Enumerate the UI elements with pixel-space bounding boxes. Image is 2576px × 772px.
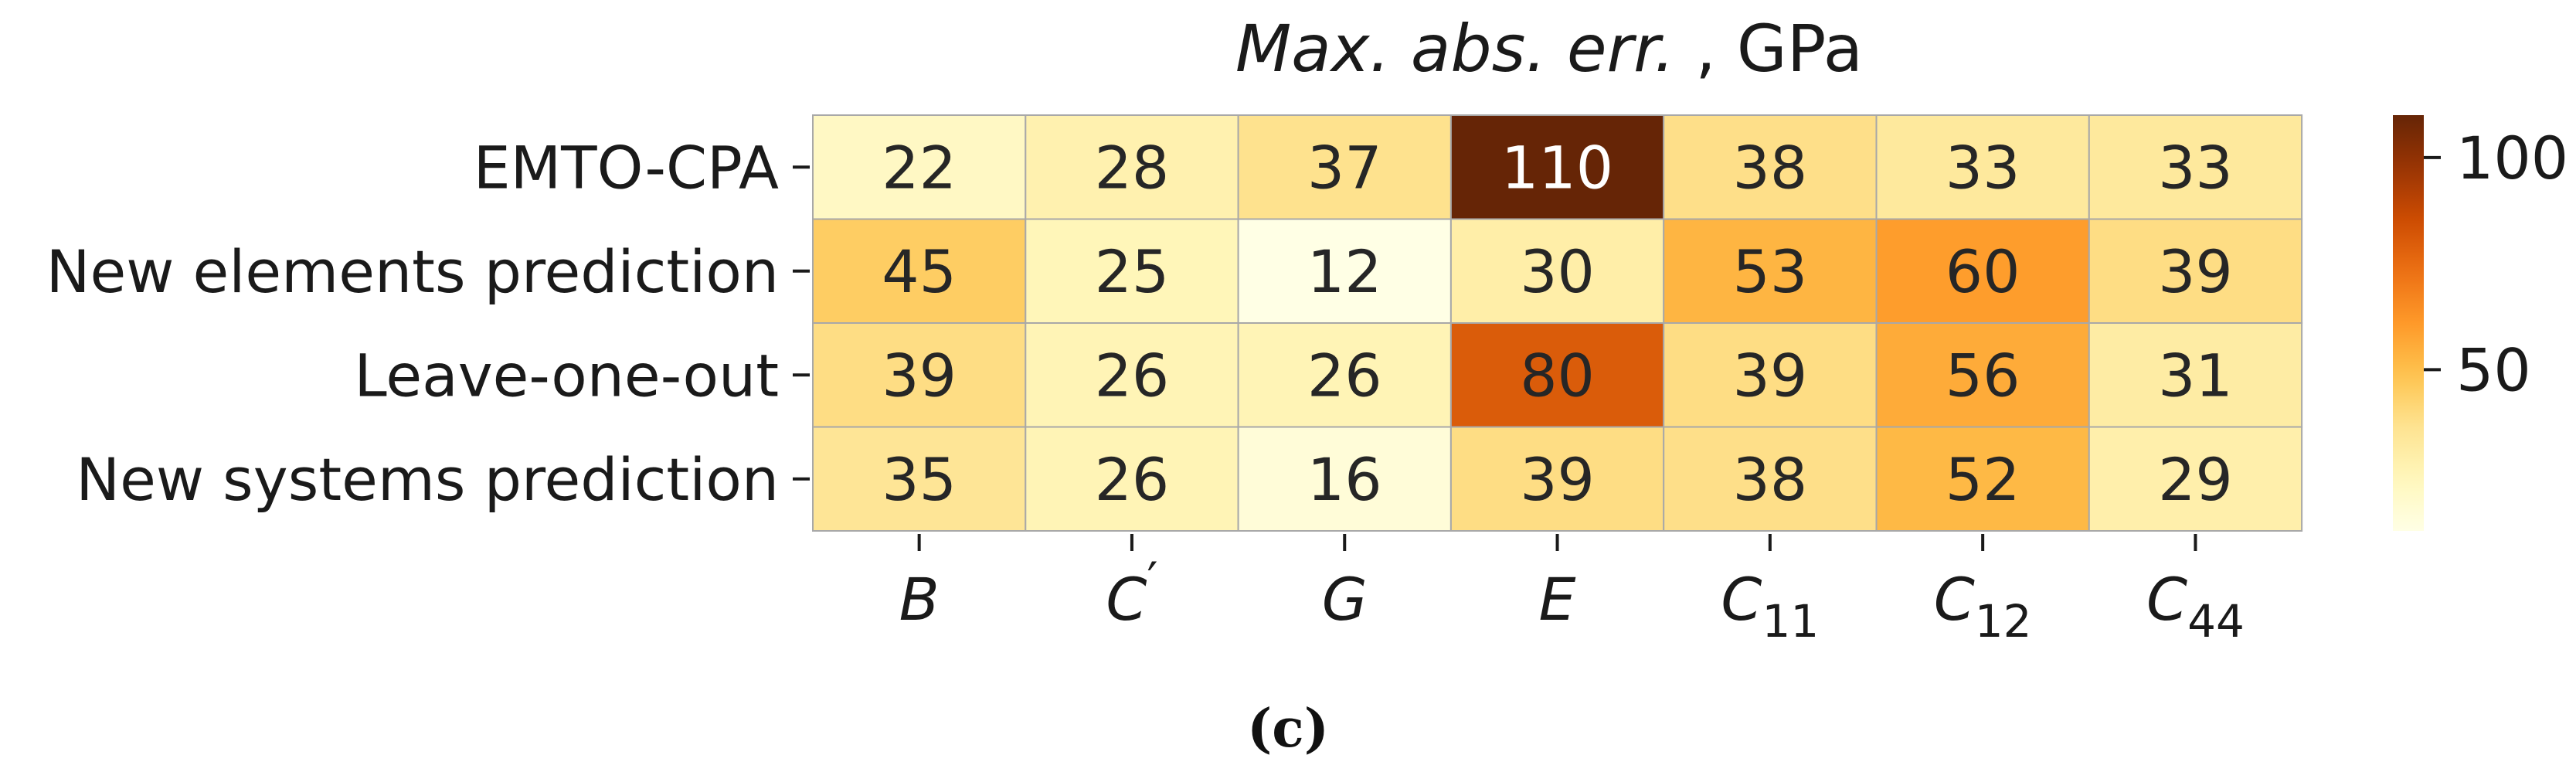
heatmap-cell bbox=[2088, 322, 2303, 428]
row-label: New elements prediction bbox=[46, 237, 779, 306]
heatmap-cell bbox=[1025, 322, 1239, 428]
cell-value: 37 bbox=[1307, 133, 1382, 202]
cell-value: 26 bbox=[1307, 341, 1382, 410]
column-label: C44 bbox=[2146, 565, 2245, 648]
cell-value: 39 bbox=[1732, 341, 1807, 410]
heatmap-cell bbox=[812, 114, 1027, 220]
cell-value: 38 bbox=[1732, 133, 1807, 202]
cell-value: 53 bbox=[1732, 237, 1807, 306]
cell-value: 33 bbox=[1946, 133, 2020, 202]
cell-value: 25 bbox=[1095, 237, 1170, 306]
heatmap-cell bbox=[1875, 322, 2090, 428]
heatmap-cells: 22 28 37 110 38 33 33 45 25 12 30 53 60 39 39 26 26 80 39 5… bbox=[812, 114, 2303, 532]
heatmap-cell bbox=[1663, 322, 1878, 428]
heatmap-cell bbox=[1025, 426, 1239, 532]
colorbar-tick-label: 100 bbox=[2456, 124, 2568, 192]
cell-value: 22 bbox=[882, 133, 957, 202]
cell-value: 39 bbox=[2158, 237, 2233, 306]
column-label: C11 bbox=[1721, 565, 1819, 648]
column-label: E bbox=[1539, 565, 1576, 634]
column-labels: B C′ G E C11 C12 C44 bbox=[899, 534, 2245, 648]
cell-value: 26 bbox=[1095, 445, 1170, 514]
cell-value: 29 bbox=[2158, 445, 2233, 514]
row-label: New systems prediction bbox=[76, 445, 779, 514]
figure-caption: (c) bbox=[1247, 698, 1329, 760]
heatmap-cell bbox=[2088, 426, 2303, 532]
cell-value: 80 bbox=[1520, 341, 1595, 410]
cell-value: 16 bbox=[1307, 445, 1382, 514]
cell-value: 60 bbox=[1946, 237, 2020, 306]
row-label: Leave-one-out bbox=[354, 341, 779, 410]
heatmap-cell bbox=[1449, 322, 1665, 428]
cell-value: 39 bbox=[882, 341, 957, 410]
cell-value: 30 bbox=[1520, 237, 1595, 306]
cell-value: 28 bbox=[1095, 133, 1170, 202]
column-label: C′ bbox=[1106, 552, 1157, 634]
heatmap-cell bbox=[812, 218, 1027, 324]
cell-value: 52 bbox=[1946, 445, 2020, 514]
cell-value: 12 bbox=[1307, 237, 1382, 306]
heatmap-cell bbox=[1237, 218, 1452, 324]
cell-value: 33 bbox=[2158, 133, 2233, 202]
cell-value: 39 bbox=[1520, 445, 1595, 514]
colorbar-gradient bbox=[2393, 115, 2424, 531]
column-label: C12 bbox=[1934, 565, 2032, 648]
heatmap-cell bbox=[2088, 218, 2303, 324]
cell-value: 110 bbox=[1501, 133, 1613, 202]
cell-value: 45 bbox=[882, 237, 957, 306]
cell-value: 31 bbox=[2158, 341, 2233, 410]
chart-title: Max. abs. err. , GPa bbox=[1235, 11, 1863, 87]
heatmap-cell bbox=[1663, 114, 1878, 220]
column-label: B bbox=[899, 565, 940, 634]
row-label: EMTO-CPA bbox=[474, 133, 779, 202]
heatmap-cell bbox=[812, 322, 1027, 428]
cell-value: 56 bbox=[1946, 341, 2020, 410]
colorbar: 50 100 bbox=[2393, 115, 2568, 531]
colorbar-tick-label: 50 bbox=[2456, 335, 2531, 404]
heatmap-cell bbox=[1449, 114, 1665, 220]
heatmap-cell bbox=[1663, 218, 1878, 324]
heatmap-cell bbox=[1237, 322, 1452, 428]
cell-value: 35 bbox=[882, 445, 957, 514]
cell-value: 26 bbox=[1095, 341, 1170, 410]
heatmap-cell bbox=[1875, 218, 2090, 324]
heatmap-cell bbox=[1449, 426, 1665, 532]
heatmap-cell bbox=[1875, 426, 2090, 532]
heatmap-cell bbox=[1025, 114, 1239, 220]
cell-value: 38 bbox=[1732, 445, 1807, 514]
heatmap-cell bbox=[1875, 114, 2090, 220]
heatmap-cell bbox=[1237, 114, 1452, 220]
column-label: G bbox=[1322, 565, 1368, 634]
heatmap-cell bbox=[812, 426, 1027, 532]
row-labels: EMTO-CPA New elements prediction Leave-one… bbox=[46, 133, 810, 514]
